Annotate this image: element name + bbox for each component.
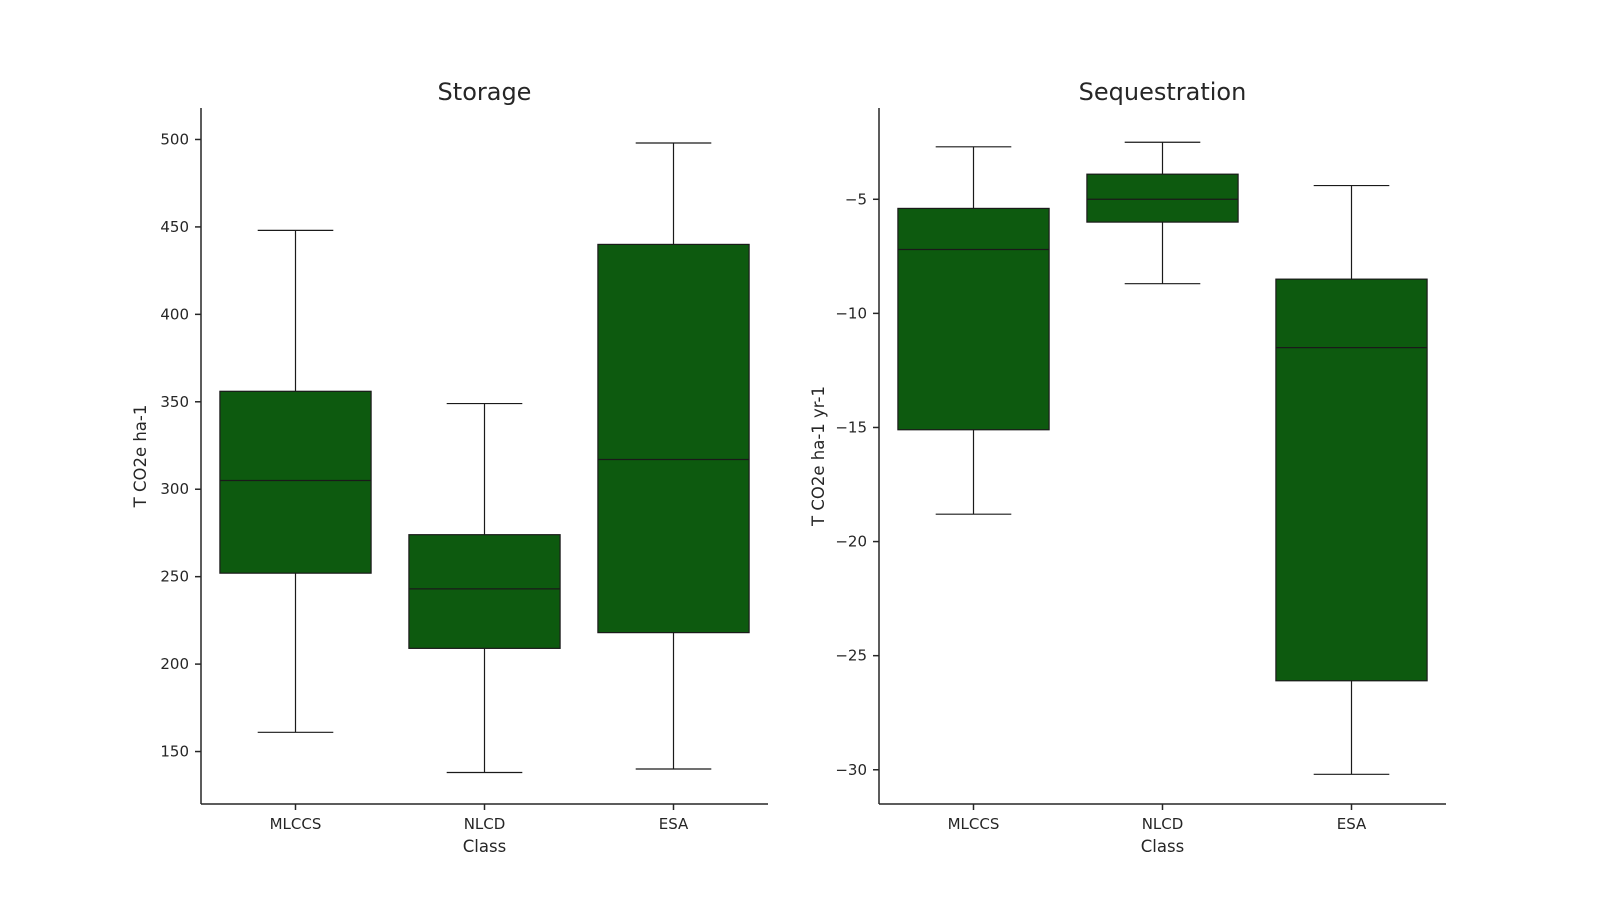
box-mlccs — [219, 229, 372, 733]
iqr-box — [1275, 278, 1428, 682]
iqr-box — [408, 534, 561, 649]
iqr-box — [1086, 173, 1239, 223]
box-esa — [1275, 184, 1428, 775]
y-axis-label: T CO2e ha-1 — [131, 405, 150, 509]
y-tick-label: −10 — [835, 304, 867, 322]
x-tick-label: ESA — [1337, 815, 1367, 833]
iqr-box — [219, 390, 372, 574]
y-tick-label: 450 — [160, 218, 189, 236]
y-axis-label: T CO2e ha-1 yr-1 — [809, 386, 828, 527]
x-axis-label: Class — [1141, 837, 1184, 856]
iqr-box — [897, 207, 1050, 431]
y-tick-label: 500 — [160, 130, 189, 148]
chart-title: Sequestration — [1079, 78, 1247, 106]
iqr-box — [597, 243, 750, 634]
y-tick-label: −20 — [835, 533, 867, 551]
y-tick-label: −30 — [835, 761, 867, 779]
y-tick-label: 200 — [160, 655, 189, 673]
x-tick-label: NLCD — [464, 815, 506, 833]
y-tick-label: 350 — [160, 393, 189, 411]
sequestration-panel: Sequestration −30 −25 −20 −15 −10 −5 MLCCS NLCD E… — [809, 78, 1446, 856]
y-tick-label: 400 — [160, 305, 189, 323]
x-tick-label: MLCCS — [270, 815, 322, 833]
y-tick-label: 150 — [160, 743, 189, 761]
y-tick-label: −25 — [835, 647, 867, 665]
y-tick-label: −5 — [845, 190, 867, 208]
x-tick-label: MLCCS — [948, 815, 1000, 833]
x-tick-label: NLCD — [1142, 815, 1184, 833]
y-tick-label: 300 — [160, 480, 189, 498]
box-mlccs — [897, 146, 1050, 515]
y-tick-label: −15 — [835, 418, 867, 436]
storage-panel: Storage 150 200 250 300 350 400 450 500 MLCCS NLCD… — [131, 78, 768, 856]
x-tick-label: ESA — [659, 815, 689, 833]
x-axis-label: Class — [463, 837, 506, 856]
box-nlcd — [1086, 141, 1239, 285]
box-nlcd — [408, 402, 561, 774]
y-tick-label: 250 — [160, 568, 189, 586]
box-esa — [597, 142, 750, 770]
chart-title: Storage — [438, 78, 532, 106]
